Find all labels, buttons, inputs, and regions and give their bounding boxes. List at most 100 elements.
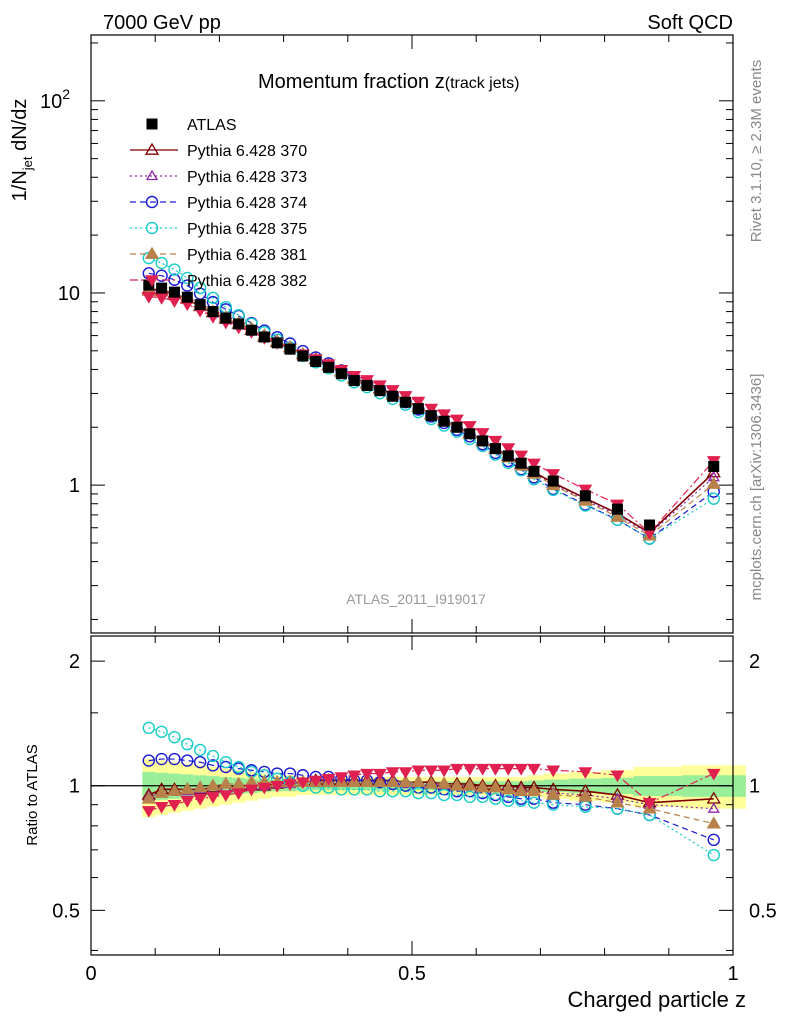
ratio-series-point [707,833,720,847]
ratio-series-point [141,791,156,804]
ratio-series-point [489,792,502,805]
atlas-data-point [464,428,476,440]
ratio-series-point [167,799,182,812]
atlas-data-point [156,282,168,294]
ratio-series-point [180,782,195,795]
analysis-watermark: ATLAS_2011_I919017 [346,591,486,607]
main-series-point [155,256,168,270]
ratio-series-point [475,780,490,793]
ratio-series-point [181,737,194,751]
ratio-series-point [257,782,272,795]
ratio-series-point [219,760,233,774]
legend-marker [144,246,160,259]
main-y-tick-label: 1 [69,475,80,497]
atlas-data-point [374,385,386,397]
main-series-point [167,296,182,308]
ratio-series-point [398,774,413,788]
ratio-series-point [168,730,181,744]
ratio-series-point [141,806,156,818]
main-series-line [148,296,715,534]
main-series-point [398,391,413,403]
atlas-data-point [361,379,373,391]
main-series-point [154,293,169,305]
main-series-point [514,450,529,463]
ylabel-c: dN/dz [9,99,31,157]
ratio-y-tick-label-right: 1 [749,776,760,798]
ratio-series-point [398,767,413,779]
ratio-series-point [232,760,245,774]
main-series-point [168,263,181,276]
ratio-series-point [360,768,374,781]
ratio-series-point [411,774,426,788]
main-series-point [141,291,156,304]
main-series-point [527,458,541,471]
ratio-series-point [610,770,625,783]
ratio-series-point [411,765,426,778]
ratio-series-point [373,768,387,781]
ratio-series-point [502,794,515,807]
ratio-series-point [437,788,451,802]
ylabel-b: jet [20,156,35,171]
ratio-series-point [193,794,208,806]
main-series-point [206,291,220,304]
ratio-series-point [707,848,720,862]
main-ylabel: 1/Njet dN/dz [9,99,35,202]
atlas-data-point [168,286,180,298]
ratio-series-line [148,727,715,856]
legend: ATLAS Pythia 6.428 370 Pythia 6.428 373 Pyt… [130,117,307,290]
ratio-series-point [437,765,451,778]
ylabel-a: 1/N [9,170,31,201]
atlas-data-point [438,415,450,427]
ratio-series-point [193,755,207,769]
ratio-series-point [308,775,323,788]
main-series-point [385,385,400,397]
atlas-data-point [644,519,656,531]
ratio-series-point [321,773,336,786]
ratio-series-point [424,776,439,789]
ratio-series-point [155,752,168,766]
ratio-series-point [154,785,169,798]
ratio-series-point [642,797,657,810]
ratio-series-point [501,763,516,776]
tick-exponent: 2 [62,86,70,102]
atlas-data-point [611,503,623,515]
ratio-series-point [707,802,720,813]
main-series-point [706,476,721,489]
ratio-series-point [488,763,503,776]
ratio-series-point [546,765,561,778]
main-y-tick-label: 10 [58,283,80,305]
atlas-data-layer [143,279,720,531]
x-tick-label: 1 [727,963,738,985]
main-y-tick-label: 102 [40,86,70,113]
ratio-series-point [706,768,721,781]
ratio-series-point [270,781,285,793]
atlas-data-point [258,331,270,343]
legend-label-atlas: ATLAS [187,117,237,134]
ratio-series-point [412,786,425,800]
ratio-series-point [526,783,542,797]
ratio-series-point [706,816,721,829]
legend-marker [145,169,159,181]
atlas-data-point [477,435,489,447]
ratio-ylabel: Ratio to ATLAS [24,744,41,845]
legend-marker [145,195,159,209]
ratio-series-point [514,783,529,797]
ratio-y-tick-label-right: 0.5 [749,900,777,922]
legend-marker-atlas [146,118,158,130]
atlas-data-point [271,337,283,349]
ratio-series-point [347,770,362,783]
tick-base: 1 [69,475,80,497]
atlas-data-point [181,291,193,303]
x-tick-label: 0 [85,963,96,985]
legend-label: Pythia 6.428 374 [187,195,307,212]
ratio-series-point [219,755,233,769]
ratio-series-point [181,754,194,767]
atlas-data-point [246,324,257,336]
atlas-data-point [310,355,322,367]
main-series-point [462,421,477,433]
ratio-series-point [359,774,375,788]
title-main: Momentum fraction z [258,71,445,93]
tick-base: 10 [58,283,80,305]
ratio-series-point [578,789,593,802]
atlas-data-point [425,410,437,422]
